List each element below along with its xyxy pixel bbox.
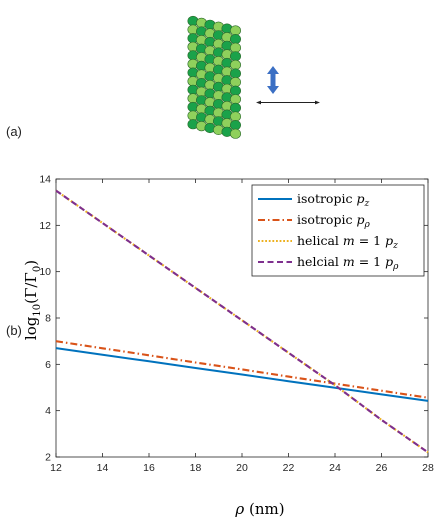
series-line-1 xyxy=(55,347,429,402)
sphere xyxy=(230,76,242,88)
y-tick-label: 8 xyxy=(45,313,51,325)
sphere xyxy=(230,68,242,79)
sphere xyxy=(230,51,242,62)
sphere xyxy=(230,119,242,131)
x-tick-label: 22 xyxy=(283,462,295,474)
series-line-3 xyxy=(55,189,429,454)
legend-entry-4: helcial m = 1 pρ xyxy=(297,254,399,272)
y-tick-label: 6 xyxy=(45,359,51,371)
x-tick-label: 18 xyxy=(190,462,202,474)
x-tick-label: 26 xyxy=(376,462,388,474)
sphere xyxy=(230,94,242,105)
series-line-2 xyxy=(55,340,429,399)
x-tick-label: 28 xyxy=(422,462,434,474)
x-tick-label: 24 xyxy=(329,462,341,474)
y-tick-label: 14 xyxy=(39,174,51,186)
sphere xyxy=(230,85,242,96)
x-tick-label: 12 xyxy=(50,462,62,474)
legend-entry-2: isotropic pρ xyxy=(297,212,370,230)
x-tick-label: 14 xyxy=(97,462,109,474)
nanostructure-diagram xyxy=(187,15,320,139)
x-tick-label: 16 xyxy=(143,462,155,474)
y-tick-label: 2 xyxy=(45,452,51,464)
y-tick-label: 4 xyxy=(45,405,51,417)
sphere xyxy=(230,33,242,45)
legend: isotropic pz isotropic pρ helical m = 1 pz… xyxy=(251,184,425,277)
y-tick-label: 10 xyxy=(39,266,51,278)
panel-label-b: (b) xyxy=(6,323,22,338)
y-axis-title: log10(Γ/Γ0) xyxy=(22,260,43,340)
x-axis-title: ρ (nm) xyxy=(234,500,284,518)
legend-box xyxy=(251,184,425,277)
x-tick-label: 20 xyxy=(236,462,248,474)
series-lines xyxy=(55,189,429,454)
sphere xyxy=(230,42,242,53)
sphere xyxy=(230,59,242,71)
sphere-array xyxy=(187,15,242,139)
vertical-double-arrow-icon xyxy=(267,66,279,94)
legend-entry-1: isotropic pz xyxy=(297,191,369,209)
panel-label-a: (a) xyxy=(6,124,22,139)
horizontal-double-arrow-icon xyxy=(256,100,320,105)
sphere xyxy=(230,102,242,113)
legend-entry-3: helical m = 1 pz xyxy=(297,233,398,251)
sphere xyxy=(230,111,242,122)
y-tick-label: 12 xyxy=(39,220,51,232)
sphere xyxy=(230,25,242,36)
sphere xyxy=(230,128,242,139)
